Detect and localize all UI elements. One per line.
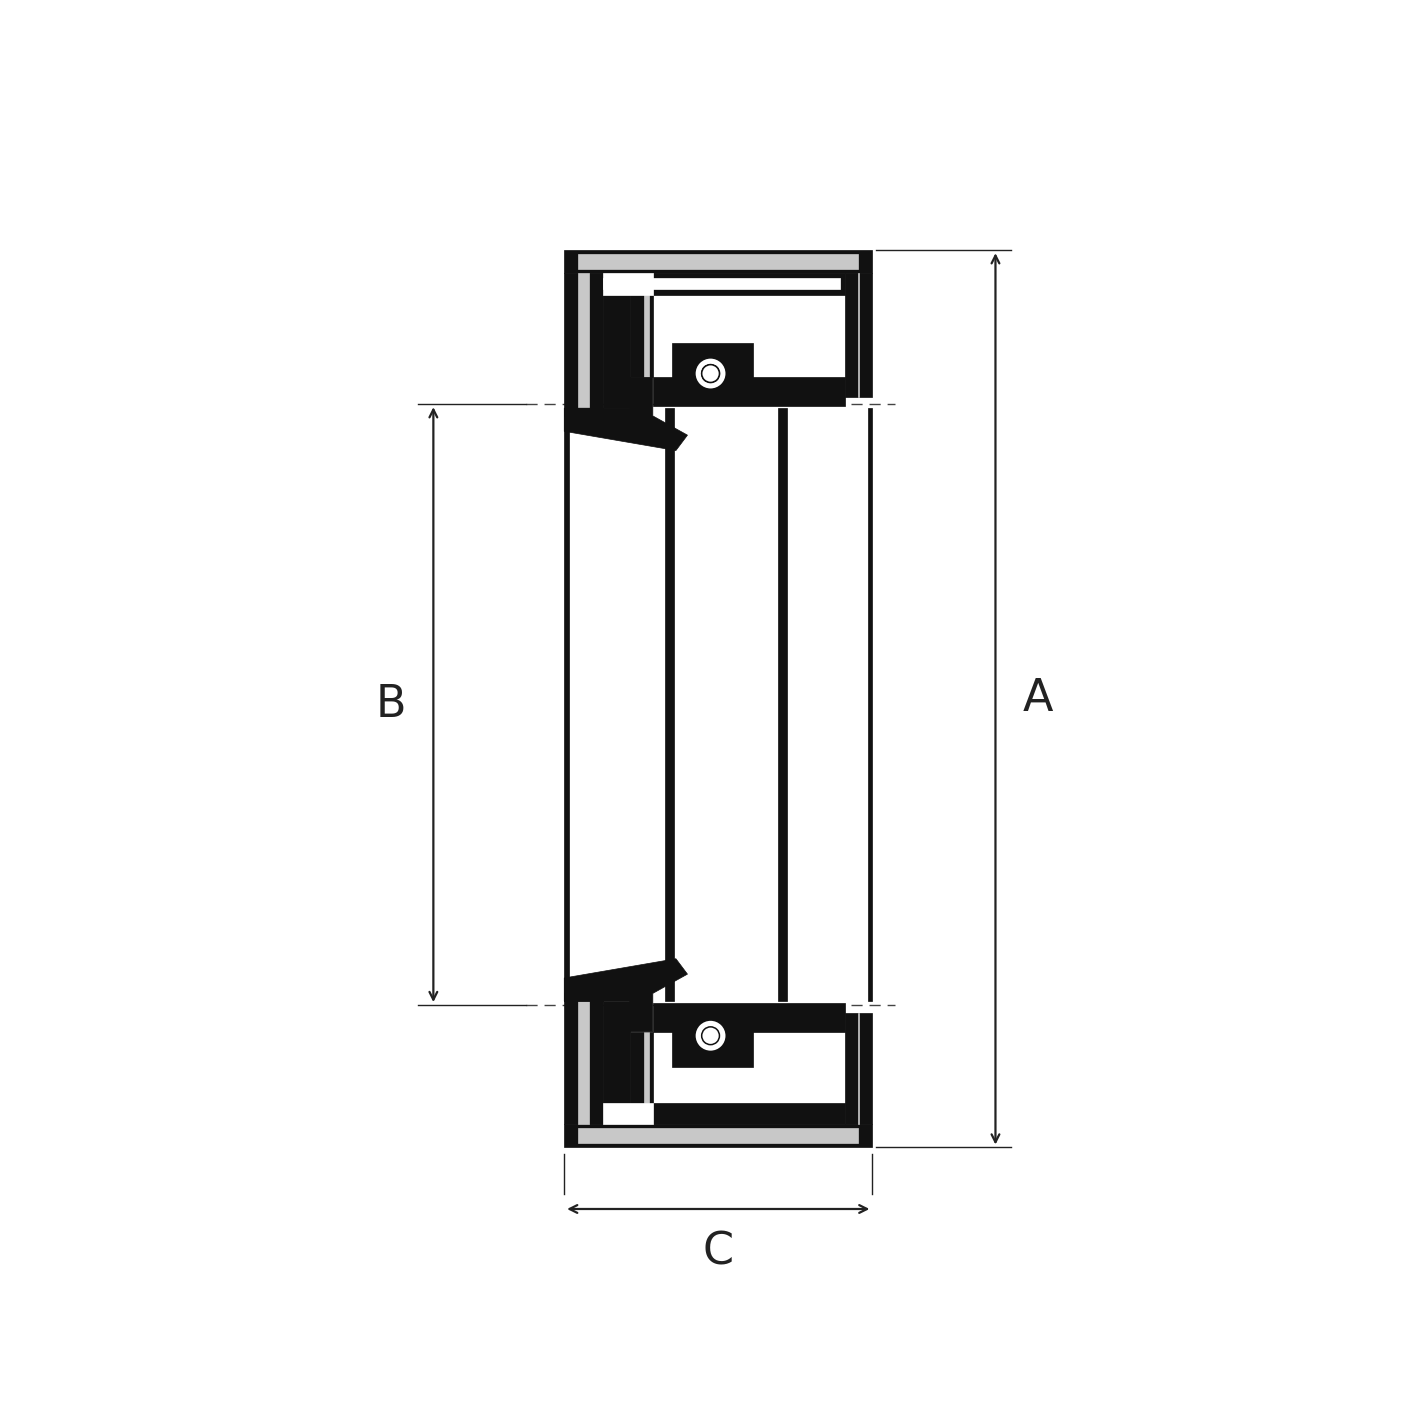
Polygon shape [672,343,754,405]
Polygon shape [652,1004,845,1032]
Polygon shape [603,273,845,295]
Polygon shape [652,377,845,406]
Circle shape [695,1019,727,1052]
Polygon shape [644,295,648,377]
Polygon shape [845,1012,872,1125]
Polygon shape [564,295,630,416]
Polygon shape [564,994,603,1125]
Text: A: A [1022,678,1053,720]
Circle shape [702,1026,720,1045]
Polygon shape [564,994,630,1102]
Polygon shape [672,1005,754,1067]
Polygon shape [603,273,652,295]
Polygon shape [603,277,839,290]
Circle shape [695,357,727,389]
Circle shape [702,364,720,382]
Polygon shape [578,1129,859,1143]
Polygon shape [630,1032,652,1102]
Text: C: C [703,1230,734,1274]
Polygon shape [779,408,787,1001]
Polygon shape [564,1125,872,1147]
Polygon shape [603,1102,652,1125]
Polygon shape [578,254,859,270]
Polygon shape [564,959,688,1032]
Polygon shape [665,408,673,1001]
Polygon shape [603,1102,845,1125]
Text: B: B [375,683,406,725]
Polygon shape [644,1032,648,1102]
Circle shape [702,364,720,382]
Polygon shape [564,250,872,273]
Polygon shape [630,295,652,377]
Polygon shape [578,273,589,416]
Polygon shape [564,273,603,416]
Polygon shape [845,273,872,396]
Polygon shape [578,994,589,1125]
Polygon shape [868,408,872,1001]
Circle shape [695,357,727,389]
Polygon shape [564,377,688,450]
Polygon shape [564,408,569,1001]
